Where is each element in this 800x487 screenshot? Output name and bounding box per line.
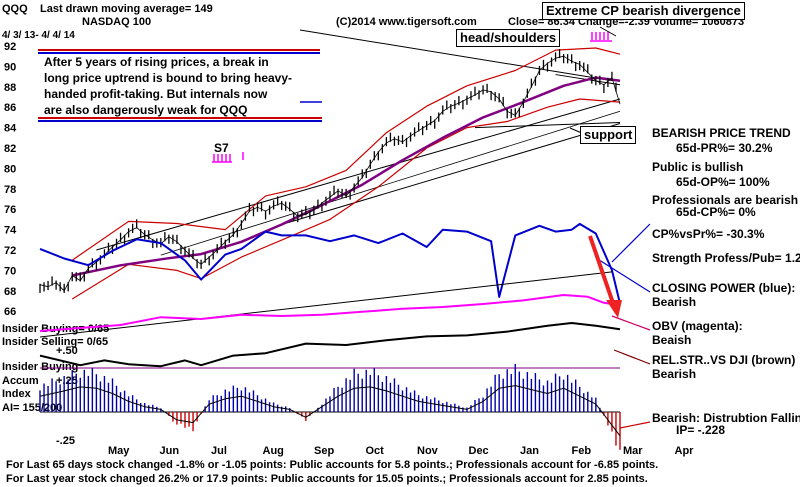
obv-title: OBV (magenta): [652, 319, 743, 333]
insider-buying-2: Insider Buying [2, 361, 78, 373]
price-tick-label: 78 [4, 184, 16, 196]
pros-label: Professionals are bearish [652, 193, 798, 207]
closing-power-line [39, 222, 621, 304]
price-tick-label: 72 [4, 245, 16, 257]
month-label: Dec [469, 445, 489, 457]
s7-label: S7 [214, 141, 229, 155]
plus25-label: +.25 [56, 375, 78, 387]
ma-callout-line [299, 29, 613, 82]
month-label: Jan [520, 445, 539, 457]
date-range: 4/ 3/ 13- 4/ 4/ 14 [2, 30, 75, 41]
ai-label: AI= 155/200 [2, 402, 62, 414]
price-tick-label: 80 [4, 163, 16, 175]
commentary-line-1: After 5 years of rising prices, a break … [44, 55, 269, 69]
cp-state-connector [595, 257, 651, 293]
trend-label: BEARISH PRICE TREND [652, 126, 791, 140]
price-tick-label: 76 [4, 204, 16, 216]
obv-connector-line [611, 315, 651, 331]
support-label: support [580, 126, 637, 144]
price-tick-label: 74 [4, 225, 17, 237]
strength-label: Strength Profess/Pub= 1.2 [652, 251, 800, 265]
s7-signal-markers [212, 152, 244, 163]
price-tick-label: 92 [4, 41, 16, 53]
month-label: Aug [263, 445, 284, 457]
price-tick-label: 90 [4, 61, 16, 73]
month-label: Feb [572, 445, 592, 457]
cp-label: 65d-CP%= 0% [676, 205, 756, 219]
lower-trend-line [281, 123, 621, 225]
op-label: 65d-OP%= 100% [676, 175, 770, 189]
month-label: May [108, 445, 130, 457]
cp-trend-line [39, 271, 613, 338]
obv-line [39, 294, 621, 332]
cp-state: Bearish [652, 295, 696, 309]
minus25-label: -.25 [56, 435, 75, 447]
cp-title: CLOSING POWER (blue): [652, 281, 795, 295]
bearish-arrow-head [606, 300, 622, 318]
month-label: Sep [314, 445, 334, 457]
obv-state: Beaish [652, 333, 691, 347]
index-name: NASDAQ 100 [82, 16, 151, 28]
month-label: Jun [160, 445, 180, 457]
price-tick-label: 82 [4, 143, 16, 155]
ticker-label: QQQ [2, 3, 28, 15]
public-label: Public is bullish [652, 160, 743, 174]
upper-band-line [71, 47, 621, 261]
ai-title: Bearish: Distrubtion Falling [652, 411, 800, 425]
price-tick-label: 84 [4, 123, 17, 135]
head-shoulders-label: head/shoulders [456, 29, 561, 47]
pr-label: 65d-PR%= 30.2% [676, 141, 773, 155]
lower-band-line [71, 98, 621, 300]
price-tick-label: 88 [4, 82, 16, 94]
price-tick-label: 66 [4, 306, 16, 318]
cpvspr-label: CP%vsPr%= -30.3% [652, 227, 765, 241]
index-label: Index [2, 388, 32, 400]
rs-connector-line [613, 349, 651, 365]
price-tick-label: 70 [4, 265, 16, 277]
footer-line-1: For Last 65 days stock changed -1.8% or … [6, 459, 658, 471]
rel-state: Bearish [652, 367, 696, 381]
price-tick-label: 68 [4, 286, 16, 298]
month-label: Jul [211, 445, 227, 457]
ai-connector-line [619, 421, 651, 429]
top-signal-markers [590, 32, 612, 42]
month-label: Apr [675, 445, 695, 457]
rel-title: REL.STR..VS DJI (brown) [652, 353, 795, 367]
ma-note: Last drawn moving average= 149 [40, 3, 213, 15]
commentary-line-3: handed profit-taking. But internals now [44, 87, 268, 101]
accum-label: Accum [2, 375, 39, 387]
price-tick-label: 86 [4, 102, 16, 114]
month-label: Nov [417, 445, 439, 457]
month-label: Mar [623, 445, 643, 457]
support-line [474, 122, 621, 129]
insider-selling: Insider Selling= 0/65 [2, 336, 108, 348]
bearish-arrow-shaft [588, 235, 616, 307]
ai-moving-line [39, 385, 621, 437]
ai-value: IP= -.228 [676, 423, 725, 437]
divergence-callout [599, 26, 617, 37]
divergence-label: Extreme CP bearish divergence [542, 2, 745, 20]
footer-line-2: For Last year stock changed 26.2% or 17.… [6, 473, 648, 485]
copyright: (C)2014 www.tigersoft.com [336, 16, 477, 28]
relative-strength-line [39, 322, 621, 368]
commentary-line-2: long price uptrend is bound to bring hea… [44, 71, 292, 85]
month-label: Oct [366, 445, 385, 457]
price-line [39, 55, 621, 292]
commentary-line-4: are also dangerously weak for QQQ [44, 103, 247, 117]
cp-connector-line [611, 223, 651, 263]
plus50-label: +.50 [56, 345, 78, 357]
